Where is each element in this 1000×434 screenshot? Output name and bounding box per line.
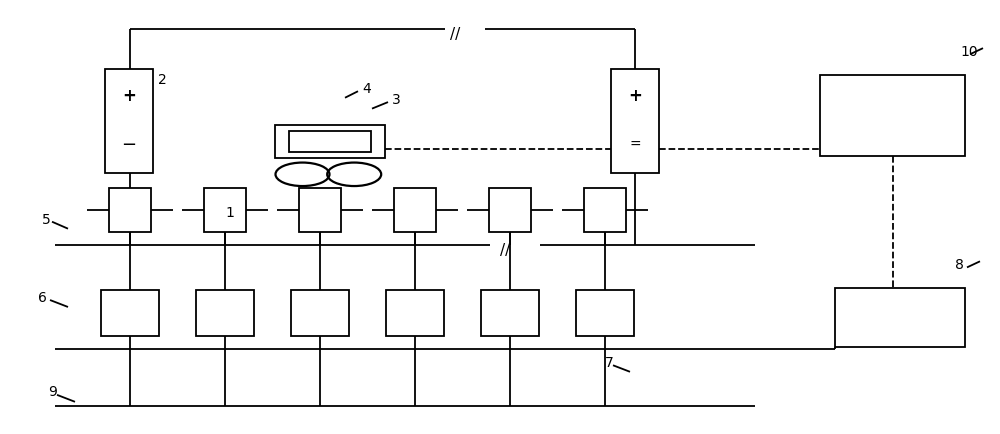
Bar [101,291,159,336]
Bar [489,189,531,232]
Text: 6: 6 [38,290,47,304]
Bar [835,289,965,347]
Text: 8: 8 [955,258,964,272]
Bar [109,189,151,232]
Text: −: − [121,135,137,153]
Bar [275,126,385,158]
Text: 1: 1 [225,206,234,220]
Text: =: = [629,138,641,151]
Text: +: + [122,86,136,105]
Bar [289,132,371,152]
Bar [105,69,153,174]
Text: 4: 4 [362,82,371,96]
Bar [820,76,965,156]
Text: 3: 3 [392,93,401,107]
Text: //: // [500,243,510,258]
Text: 5: 5 [42,212,51,226]
Bar [291,291,349,336]
Text: 7: 7 [605,355,614,369]
Bar [611,69,659,174]
Bar [204,189,246,232]
Bar [584,189,626,232]
Text: 2: 2 [158,73,167,87]
Bar [196,291,254,336]
Text: 10: 10 [960,45,978,59]
Bar [576,291,634,336]
Bar [394,189,436,232]
Text: //: // [450,27,460,42]
Text: 9: 9 [48,385,57,398]
Bar [299,189,341,232]
Bar [386,291,444,336]
Bar [481,291,539,336]
Text: +: + [628,86,642,105]
